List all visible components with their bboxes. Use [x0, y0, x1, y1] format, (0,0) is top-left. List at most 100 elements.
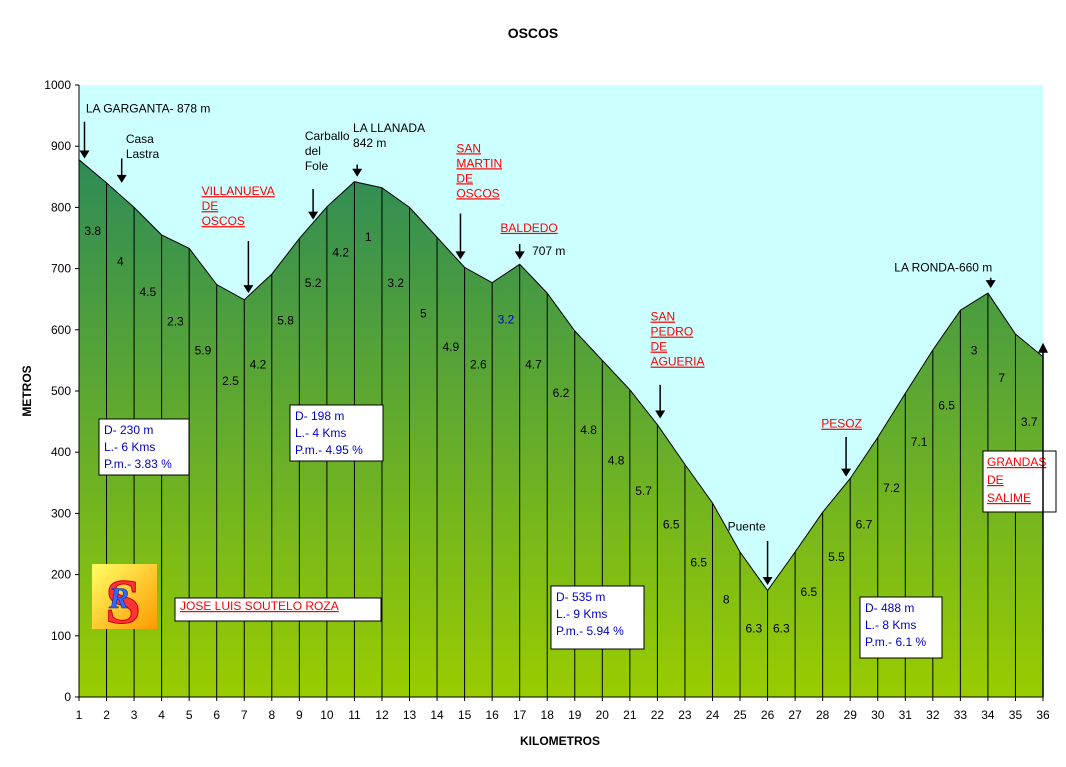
y-tick-label: 300 [51, 506, 71, 520]
x-tick-label: 20 [596, 708, 610, 722]
elevation-area [78, 158, 1044, 698]
info-box-line: D- 535 m [556, 590, 605, 604]
place-label-line: LA GARGANTA- 878 m [86, 102, 210, 116]
info-box-1: D- 230 m L.- 6 Kms P.m.- 3.83 % [98, 418, 190, 476]
x-tick-label: 27 [788, 708, 802, 722]
info-box-2: D- 198 m L.- 4 Kms P.m.- 4.95 % [289, 404, 384, 462]
segment-slope-label: 6.2 [553, 386, 570, 400]
segment-slope-label: 5 [420, 307, 427, 321]
place-label-line: OSCOS [202, 214, 245, 228]
place-label: PESOZ [821, 417, 862, 477]
place-label-line: SAN [456, 141, 481, 155]
place-label-line: PEDRO [651, 325, 694, 339]
x-tick-label: 28 [816, 708, 830, 722]
y-tick-label: 0 [64, 690, 71, 704]
segment-slope-label: 6.5 [801, 585, 818, 599]
info-box-4: D- 488 m L.- 8 Kms P.m.- 6.1 % [859, 596, 943, 659]
place-arrow-head [79, 150, 90, 159]
place-label-line: BALDEDO [500, 221, 557, 235]
x-tick-label: 35 [1009, 708, 1023, 722]
segment-slope-label: 5.7 [635, 484, 652, 498]
info-box-3: D- 535 m L.- 9 Kms P.m.- 5.94 % [550, 585, 645, 650]
x-tick-label: 17 [513, 708, 527, 722]
y-tick-label: 400 [51, 445, 71, 459]
segment-slope-label: 4.8 [608, 453, 625, 467]
place-label-line: Fole [305, 159, 329, 173]
segment-slope-label: 6.5 [663, 518, 680, 532]
y-tick-labels: 0 100 200 300 400 500 600 700 800 900 1000 [44, 78, 79, 704]
place-label: LA GARGANTA- 878 m [79, 102, 210, 159]
segment-slope-label: 4.9 [442, 340, 459, 354]
segment-slopes: 3.8 4 4.5 2.3 5.9 2.5 4.2 5.8 5.2 4.2 1 3.2 5 4.9 2.6 3… [84, 224, 1037, 636]
x-tick-label: 24 [706, 708, 720, 722]
place-arrow-head [841, 468, 852, 477]
place-arrow-head [655, 410, 666, 419]
x-tick-label: 23 [678, 708, 692, 722]
place-label: BALDEDO [500, 221, 558, 260]
segment-slope-label: 1 [365, 230, 372, 244]
place-label-line: Puente [728, 520, 766, 534]
segment-slope-label: 7.2 [883, 481, 900, 495]
x-tick-label: 22 [651, 708, 665, 722]
x-tick-label: 34 [981, 708, 995, 722]
place-label-line: 707 m [532, 244, 565, 258]
x-tick-label: 33 [954, 708, 968, 722]
segment-slope-label: 6.3 [773, 622, 790, 636]
x-tick-label: 19 [568, 708, 582, 722]
segment-slope-label: 5.2 [305, 276, 322, 290]
x-axis-title: KILOMETROS [520, 734, 600, 748]
place-arrow-head [762, 577, 773, 586]
place-label-line: Lastra [126, 147, 160, 161]
x-tick-label: 8 [268, 708, 275, 722]
y-tick-label: 600 [51, 323, 71, 337]
destination-box: GRANDAS DE SALIME [982, 450, 1057, 513]
segment-slope-label: 2.5 [222, 374, 239, 388]
y-tick-label: 200 [51, 568, 71, 582]
segment-slope-label: 4 [117, 255, 124, 269]
place-arrow-head [352, 168, 363, 177]
x-tick-label: 13 [403, 708, 417, 722]
sr-logo: S R [92, 564, 157, 638]
place-label-line: LA LLANADA [353, 121, 425, 135]
segment-slope-label: 5.8 [277, 313, 294, 327]
x-tick-label: 4 [158, 708, 165, 722]
place-label-line: DE [456, 171, 473, 185]
x-tick-label: 36 [1036, 708, 1050, 722]
segment-slope-label: 7 [998, 371, 1005, 385]
segment-slope-label: 5.5 [828, 550, 845, 564]
x-tick-labels: 1 2 3 4 5 6 7 8 9 10 11 12 13 14 15 16 17 18 19 20 21 22 23 24 2… [76, 697, 1050, 722]
info-box-line: L.- 6 Kms [104, 440, 155, 454]
place-label-line: DE [651, 340, 668, 354]
info-box-line: D- 230 m [104, 423, 153, 437]
destination-arrow-head [1038, 342, 1048, 353]
place-label-line: 842 m [353, 136, 386, 150]
place-label: LA RONDA-660 m [894, 261, 996, 289]
place-arrow-head [243, 285, 254, 294]
x-tick-label: 21 [623, 708, 637, 722]
place-label-line: LA RONDA-660 m [894, 261, 992, 275]
x-tick-label: 7 [241, 708, 248, 722]
x-tick-label: 15 [458, 708, 472, 722]
info-box-line: L.- 8 Kms [865, 618, 916, 632]
segment-slope-label: 7.1 [911, 435, 928, 449]
y-tick-label: 700 [51, 262, 71, 276]
place-arrow-head [116, 174, 127, 183]
destination-line: GRANDAS [987, 455, 1046, 469]
chart-title: OSCOS [508, 25, 559, 41]
x-tick-label: 31 [899, 708, 913, 722]
x-tick-label: 12 [375, 708, 389, 722]
logo-letter-r: R [108, 582, 129, 615]
info-box-line: L.- 9 Kms [556, 607, 607, 621]
place-label-line: PESOZ [821, 417, 862, 431]
segment-slope-label: 4.2 [250, 357, 267, 371]
segment-slope-label: 3.8 [84, 224, 101, 238]
segment-slope-label: 2.6 [470, 357, 487, 371]
x-tick-label: 1 [76, 708, 83, 722]
segment-slope-label: 6.5 [690, 556, 707, 570]
info-box-line: D- 198 m [295, 409, 344, 423]
